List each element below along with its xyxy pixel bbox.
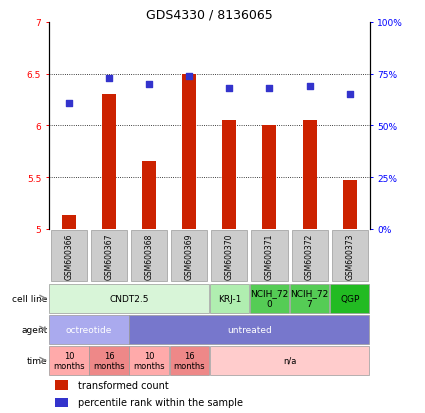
FancyBboxPatch shape — [89, 346, 129, 375]
Bar — [182, 74, 196, 229]
Text: GSM600369: GSM600369 — [185, 233, 194, 279]
Text: QGP: QGP — [340, 294, 360, 303]
Text: GSM600371: GSM600371 — [265, 233, 274, 279]
Text: KRJ-1: KRJ-1 — [218, 294, 241, 303]
Text: n/a: n/a — [283, 356, 296, 365]
Point — [346, 92, 353, 98]
FancyBboxPatch shape — [290, 284, 329, 313]
FancyBboxPatch shape — [332, 231, 368, 281]
Text: NCIH_72
0: NCIH_72 0 — [250, 289, 289, 308]
Point — [186, 73, 193, 80]
Text: agent: agent — [21, 325, 48, 334]
Text: GSM600372: GSM600372 — [305, 233, 314, 279]
Bar — [55, 380, 68, 390]
Text: 16
months: 16 months — [173, 351, 205, 370]
Point — [306, 83, 313, 90]
Text: time: time — [27, 356, 48, 365]
Bar — [263, 126, 277, 229]
Title: GDS4330 / 8136065: GDS4330 / 8136065 — [146, 9, 273, 21]
Bar — [303, 121, 317, 229]
Bar — [343, 180, 357, 229]
Text: 10
months: 10 months — [53, 351, 85, 370]
Point — [266, 85, 273, 92]
Point — [146, 81, 153, 88]
FancyBboxPatch shape — [250, 284, 289, 313]
Text: GSM600367: GSM600367 — [105, 233, 113, 279]
FancyBboxPatch shape — [130, 315, 369, 344]
FancyBboxPatch shape — [91, 231, 127, 281]
Text: octreotide: octreotide — [66, 325, 112, 334]
Point — [226, 85, 233, 92]
FancyBboxPatch shape — [211, 231, 247, 281]
Text: CNDT2.5: CNDT2.5 — [109, 294, 149, 303]
Text: GSM600373: GSM600373 — [345, 233, 354, 279]
FancyBboxPatch shape — [252, 231, 288, 281]
FancyBboxPatch shape — [292, 231, 328, 281]
FancyBboxPatch shape — [49, 346, 88, 375]
FancyBboxPatch shape — [51, 231, 87, 281]
Bar — [62, 216, 76, 229]
Text: 16
months: 16 months — [93, 351, 125, 370]
Text: NCIH_72
7: NCIH_72 7 — [290, 289, 329, 308]
Bar — [102, 95, 116, 229]
Text: cell line: cell line — [12, 294, 48, 303]
FancyBboxPatch shape — [49, 284, 209, 313]
Text: GSM600368: GSM600368 — [144, 233, 154, 279]
Bar — [222, 121, 236, 229]
Text: untreated: untreated — [227, 325, 272, 334]
Text: 10
months: 10 months — [133, 351, 165, 370]
Text: GSM600370: GSM600370 — [225, 233, 234, 279]
Text: GSM600366: GSM600366 — [65, 233, 74, 279]
FancyBboxPatch shape — [330, 284, 369, 313]
Point — [106, 75, 113, 82]
FancyBboxPatch shape — [131, 231, 167, 281]
FancyBboxPatch shape — [130, 346, 169, 375]
Text: percentile rank within the sample: percentile rank within the sample — [78, 398, 243, 408]
FancyBboxPatch shape — [210, 346, 369, 375]
FancyBboxPatch shape — [49, 315, 129, 344]
Bar — [55, 398, 68, 407]
Text: transformed count: transformed count — [78, 380, 168, 390]
Point — [65, 100, 72, 107]
Bar — [142, 162, 156, 229]
FancyBboxPatch shape — [171, 231, 207, 281]
FancyBboxPatch shape — [210, 284, 249, 313]
FancyBboxPatch shape — [170, 346, 209, 375]
